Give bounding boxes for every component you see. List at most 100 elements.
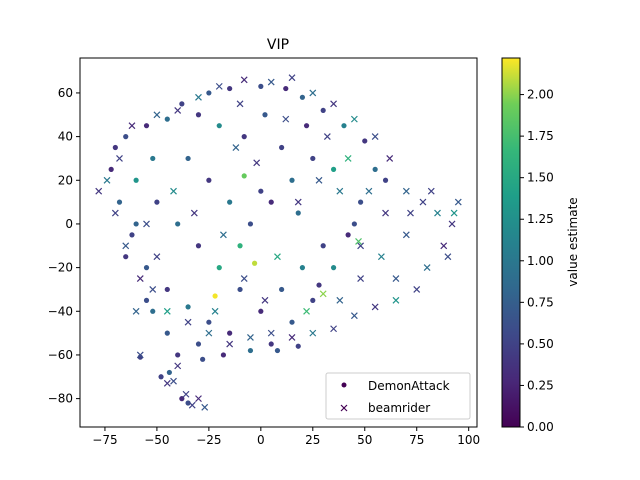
- data-point-circle: [143, 265, 150, 271]
- data-point-x: [402, 231, 410, 239]
- data-point-x: [240, 275, 248, 282]
- data-point-x: [174, 362, 182, 370]
- data-point-x: [103, 176, 111, 184]
- data-point-x: [188, 401, 196, 409]
- colorbar-tick-label: 2.00: [527, 88, 554, 102]
- data-point-x: [336, 187, 344, 195]
- data-point-x: [419, 198, 427, 206]
- data-point-x: [407, 209, 414, 217]
- data-point-x: [190, 209, 198, 217]
- data-point-x: [288, 74, 296, 82]
- x-tick-label: −75: [92, 433, 117, 447]
- y-tick-label: −60: [48, 348, 73, 362]
- data-point-x: [174, 106, 182, 114]
- data-point-x: [315, 176, 323, 184]
- colorbar-tick-label: 0.50: [527, 337, 554, 351]
- data-point-circle: [206, 90, 212, 96]
- y-tick-label: −80: [48, 392, 73, 406]
- data-point-circle: [295, 343, 301, 349]
- data-point-circle: [241, 173, 247, 179]
- data-point-circle: [258, 188, 264, 194]
- legend-label-beamrider: beamrider: [368, 401, 430, 415]
- data-point-circle: [283, 85, 289, 92]
- data-point-circle: [195, 112, 202, 118]
- data-point-x: [336, 296, 344, 304]
- data-point-x: [132, 307, 140, 315]
- y-axis-ticks: −80 −60 −40 −20 0 20 40 60: [48, 86, 80, 406]
- data-point-x: [215, 82, 223, 90]
- data-point-circle: [123, 134, 129, 140]
- data-point-circle: [143, 123, 150, 129]
- data-point-circle: [133, 177, 139, 183]
- data-point-circle: [289, 177, 295, 183]
- x-tick-label: 25: [305, 433, 320, 447]
- data-point-circle: [227, 199, 233, 205]
- x-tick-label: −25: [196, 433, 221, 447]
- data-point-circle: [279, 286, 285, 293]
- data-point-x: [330, 100, 338, 108]
- plot-area-frame: [79, 57, 478, 428]
- data-point-x: [444, 253, 452, 261]
- data-point-x: [143, 220, 150, 228]
- y-tick-label: −20: [48, 261, 73, 275]
- data-point-circle: [358, 199, 364, 205]
- data-point-x: [170, 377, 177, 385]
- data-point-circle: [262, 112, 268, 118]
- data-point-circle: [247, 221, 254, 227]
- y-tick-label: 60: [58, 86, 73, 100]
- y-tick-label: 40: [58, 130, 73, 144]
- legend-marker-demonattack: [341, 382, 347, 388]
- data-point-circle: [303, 123, 310, 129]
- data-point-x: [261, 296, 269, 304]
- data-point-circle: [166, 369, 172, 376]
- data-point-x: [211, 307, 219, 315]
- data-point-x: [365, 187, 373, 195]
- scatter-points: [95, 74, 462, 411]
- x-tick-label: 100: [457, 433, 480, 447]
- colorbar-tick-label: 1.00: [527, 254, 554, 268]
- data-point-x: [201, 403, 209, 411]
- data-point-circle: [320, 107, 326, 114]
- data-point-circle: [185, 304, 191, 310]
- data-point-circle: [216, 265, 222, 271]
- data-point-circle: [164, 330, 170, 336]
- legend: DemonAttack beamrider: [325, 372, 471, 420]
- data-point-x: [195, 395, 202, 403]
- data-point-x: [247, 334, 254, 341]
- data-point-x: [170, 187, 177, 195]
- data-point-x: [195, 93, 202, 101]
- data-point-x: [382, 209, 389, 217]
- data-point-x: [371, 303, 379, 311]
- colorbar-ticks: 0.00 0.25 0.50 0.75 1.00 1.25 1.50 1.75 2.00: [520, 88, 554, 434]
- data-point-circle: [316, 282, 322, 288]
- data-point-x: [182, 390, 190, 398]
- x-tick-label: 50: [357, 433, 372, 447]
- data-point-x: [355, 237, 362, 245]
- data-point-x: [448, 220, 456, 228]
- data-point-circle: [330, 166, 337, 172]
- data-point-x: [267, 78, 275, 86]
- data-point-x: [357, 275, 365, 282]
- data-point-circle: [206, 177, 212, 183]
- data-point-x: [350, 312, 358, 320]
- data-point-x: [253, 159, 261, 167]
- data-point-x: [454, 198, 462, 206]
- data-point-circle: [195, 243, 202, 249]
- data-point-circle: [143, 297, 150, 303]
- data-point-x: [122, 242, 130, 250]
- data-point-circle: [289, 319, 295, 325]
- colorbar-gradient: [501, 57, 521, 428]
- data-point-x: [450, 209, 458, 217]
- data-point-x: [330, 325, 338, 333]
- data-point-x: [309, 89, 317, 97]
- data-point-x: [402, 187, 410, 195]
- data-point-x: [205, 329, 213, 337]
- data-point-circle: [247, 347, 254, 354]
- data-point-circle: [179, 101, 185, 107]
- data-point-x: [386, 155, 394, 162]
- data-point-circle: [116, 199, 123, 205]
- data-point-circle: [241, 134, 247, 140]
- data-point-circle: [175, 352, 181, 358]
- data-point-circle: [351, 221, 357, 227]
